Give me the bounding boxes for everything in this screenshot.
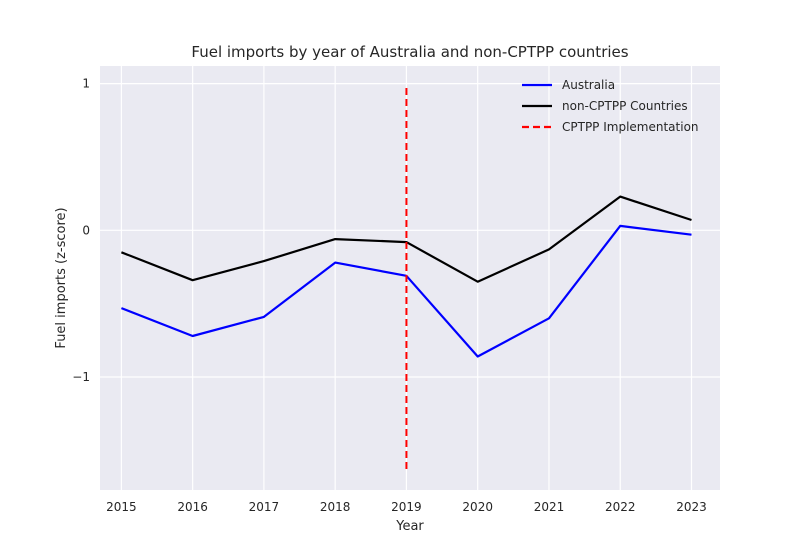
legend: Australia non-CPTPP Countries CPTPP Implem… — [522, 78, 699, 134]
y-axis-label: Fuel imports (z-score) — [54, 207, 69, 348]
chart-title: Fuel imports by year of Australia and no… — [191, 43, 628, 61]
legend-label: non-CPTPP Countries — [562, 99, 688, 113]
x-tick-label: 2015 — [106, 500, 137, 514]
x-tick-label: 2019 — [391, 500, 422, 514]
x-tick-label: 2021 — [534, 500, 565, 514]
x-tick-label: 2017 — [249, 500, 280, 514]
x-axis-label: Year — [395, 519, 424, 534]
legend-label: Australia — [562, 78, 615, 92]
series-layer — [120, 88, 692, 470]
x-tick-label: 2020 — [462, 500, 493, 514]
x-tick-label: 2016 — [177, 500, 208, 514]
x-tick-label: 2023 — [676, 500, 707, 514]
y-tick-label: −1 — [72, 370, 90, 384]
y-tick-label: 0 — [82, 223, 90, 237]
y-axis: −1 0 1 — [72, 77, 90, 384]
legend-label: CPTPP Implementation — [562, 120, 699, 134]
x-tick-label: 2022 — [605, 500, 636, 514]
x-tick-label: 2018 — [320, 500, 351, 514]
x-axis: 2015 2016 2017 2018 2019 2020 2021 2022 2023 — [106, 500, 707, 514]
y-tick-label: 1 — [82, 77, 90, 91]
